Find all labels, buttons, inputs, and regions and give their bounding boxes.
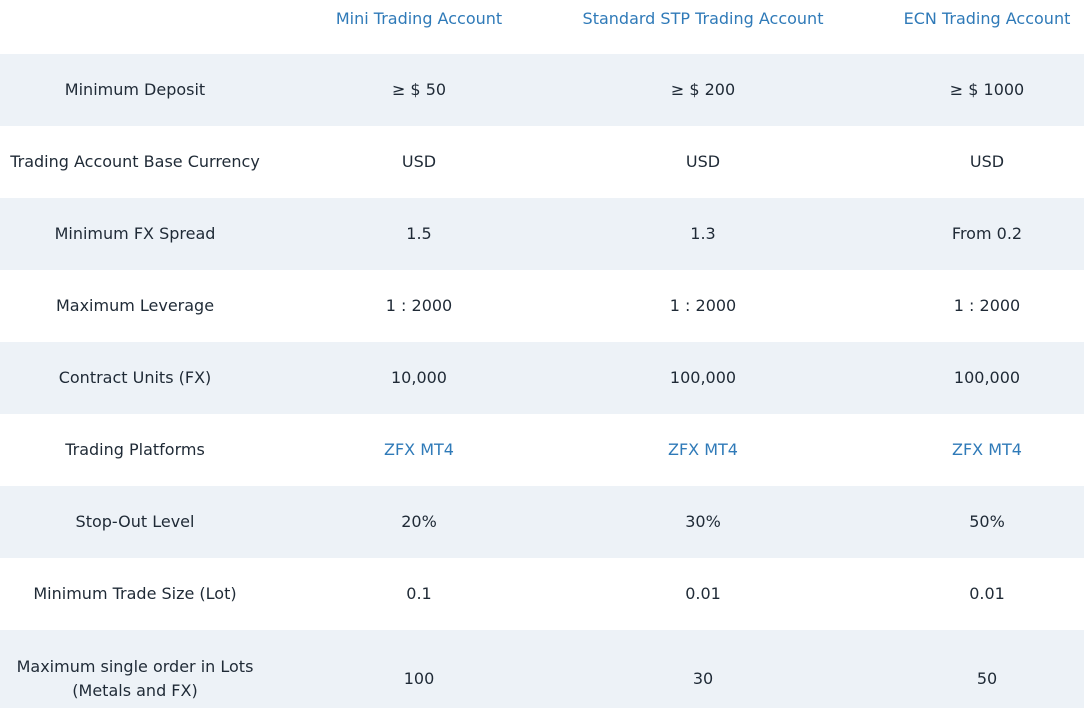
table-cell: From 0.2 <box>951 224 1023 243</box>
table-cell: USD <box>401 152 437 171</box>
header-ecn-account[interactable]: ECN Trading Account <box>903 9 1071 28</box>
table-cell: ≥ $ 200 <box>670 80 736 99</box>
mini-platform-link[interactable]: ZFX MT4 <box>384 440 454 459</box>
table-cell: 1 : 2000 <box>669 296 737 315</box>
row-label: Minimum FX Spread <box>54 224 216 243</box>
header-standard-stp-account[interactable]: Standard STP Trading Account <box>582 9 824 28</box>
table-cell: USD <box>969 152 1005 171</box>
table-cell: ≥ $ 1000 <box>949 80 1025 99</box>
table-cell: ZFX MT4 <box>299 414 539 486</box>
row-label: Contract Units (FX) <box>58 368 212 387</box>
ecn-platform-link[interactable]: ZFX MT4 <box>952 440 1022 459</box>
table-row: Minimum Trade Size (Lot) 0.1 0.01 0.01 <box>0 558 1084 630</box>
row-label: Trading Account Base Currency <box>10 152 260 171</box>
table-cell: 0.01 <box>969 584 1005 603</box>
row-label: Maximum single order in Lots (Metals and… <box>0 630 270 708</box>
table-row: Maximum single order in Lots (Metals and… <box>0 630 1084 708</box>
table-cell: USD <box>685 152 721 171</box>
table-row: Trading Account Base Currency USD USD US… <box>0 126 1084 198</box>
table-cell: 100,000 <box>669 368 737 387</box>
table-row: Contract Units (FX) 10,000 100,000 100,0… <box>0 342 1084 414</box>
table-row: Maximum Leverage 1 : 2000 1 : 2000 1 : 2… <box>0 270 1084 342</box>
table-row: Stop-Out Level 20% 30% 50% <box>0 486 1084 558</box>
table-cell: 10,000 <box>391 368 447 387</box>
table-cell: 30 <box>692 669 714 688</box>
table-cell: 0.01 <box>685 584 721 603</box>
table-cell: 100,000 <box>953 368 1021 387</box>
table-cell: 1 : 2000 <box>385 296 453 315</box>
row-label: Minimum Trade Size (Lot) <box>33 584 237 603</box>
table-cell: 50% <box>969 512 1005 531</box>
table-row: Minimum FX Spread 1.5 1.3 From 0.2 <box>0 198 1084 270</box>
table-cell: ZFX MT4 <box>867 414 1084 486</box>
row-label: Trading Platforms <box>65 440 205 459</box>
table-cell: 20% <box>401 512 437 531</box>
table-row: Minimum Deposit ≥ $ 50 ≥ $ 200 ≥ $ 1000 <box>0 54 1084 126</box>
table-cell: 1.3 <box>690 224 716 243</box>
row-label: Maximum Leverage <box>55 296 215 315</box>
row-label: Stop-Out Level <box>75 512 195 531</box>
row-label-line: (Metals and FX) <box>72 681 198 700</box>
row-label: Minimum Deposit <box>64 80 206 99</box>
standard-platform-link[interactable]: ZFX MT4 <box>668 440 738 459</box>
table-cell: 0.1 <box>406 584 432 603</box>
table-cell: 30% <box>685 512 721 531</box>
table-cell: ZFX MT4 <box>583 414 823 486</box>
row-label-line: Maximum single order in Lots <box>16 657 254 676</box>
table-cell: 1 : 2000 <box>953 296 1021 315</box>
header-empty-cell <box>0 0 270 54</box>
table-cell: 1.5 <box>406 224 432 243</box>
table-cell: 50 <box>976 669 998 688</box>
table-cell: ≥ $ 50 <box>391 80 447 99</box>
header-mini-account[interactable]: Mini Trading Account <box>335 9 503 28</box>
table-header-row: Mini Trading Account Standard STP Tradin… <box>0 0 1084 54</box>
table-row: Trading Platforms ZFX MT4 ZFX MT4 ZFX MT… <box>0 414 1084 486</box>
table-cell: 100 <box>403 669 435 688</box>
